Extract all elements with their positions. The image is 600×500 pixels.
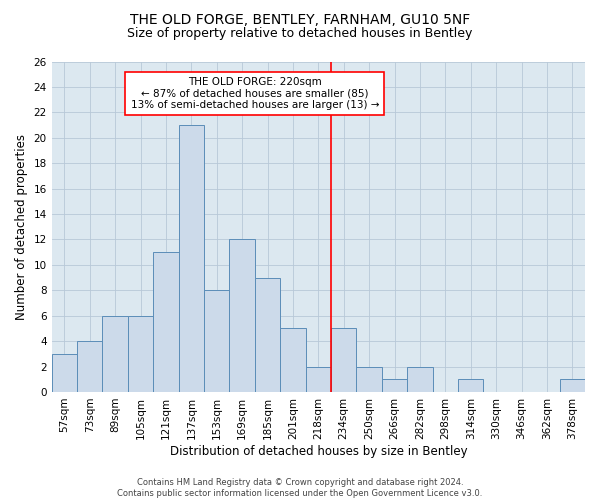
Y-axis label: Number of detached properties: Number of detached properties (15, 134, 28, 320)
Bar (128, 316, 153, 392)
Bar (255, 278, 280, 392)
Bar (179, 125, 204, 392)
Bar (356, 366, 382, 392)
Bar (229, 240, 255, 392)
Bar (458, 379, 484, 392)
Text: THE OLD FORGE: 220sqm
← 87% of detached houses are smaller (85)
13% of semi-deta: THE OLD FORGE: 220sqm ← 87% of detached … (131, 77, 379, 110)
Bar (560, 379, 585, 392)
Text: Size of property relative to detached houses in Bentley: Size of property relative to detached ho… (127, 28, 473, 40)
Bar (280, 328, 305, 392)
Text: Contains HM Land Registry data © Crown copyright and database right 2024.
Contai: Contains HM Land Registry data © Crown c… (118, 478, 482, 498)
Bar (77, 341, 103, 392)
Bar (407, 366, 433, 392)
Bar (382, 379, 407, 392)
Bar (204, 290, 229, 392)
Bar (52, 354, 77, 392)
X-axis label: Distribution of detached houses by size in Bentley: Distribution of detached houses by size … (170, 444, 467, 458)
Bar (331, 328, 356, 392)
Bar (103, 316, 128, 392)
Text: THE OLD FORGE, BENTLEY, FARNHAM, GU10 5NF: THE OLD FORGE, BENTLEY, FARNHAM, GU10 5N… (130, 12, 470, 26)
Bar (153, 252, 179, 392)
Bar (305, 366, 331, 392)
